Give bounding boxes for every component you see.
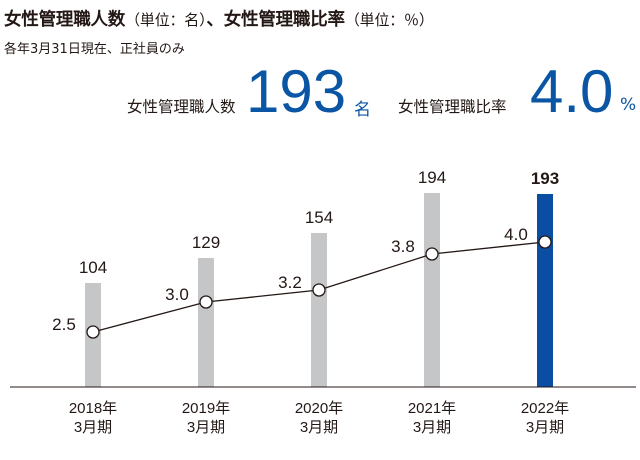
- ratio-point-0: [86, 325, 100, 339]
- subtitle: 各年3月31日現在、正社員のみ: [4, 42, 185, 57]
- kpi-count-label: 女性管理職人数: [127, 98, 236, 116]
- ratio-point-4: [538, 235, 552, 249]
- value-labels: 104 129 154 194 193 2.5 3.0 3.2 3.8 4.0: [52, 168, 559, 334]
- bar-label-2: 154: [305, 208, 333, 227]
- title-separator: 、: [206, 10, 224, 30]
- bar-label-1: 129: [192, 233, 220, 252]
- title-part-count: 女性管理職人数: [4, 10, 126, 30]
- kpi-ratio-unit: %: [620, 95, 637, 115]
- bar-label-4: 193: [531, 169, 559, 188]
- ratio-label-0: 2.5: [52, 315, 76, 334]
- bar-1: [198, 258, 214, 387]
- kpi-count-value: 193: [246, 58, 347, 125]
- x-label-2: 2020年 3月期: [295, 400, 343, 436]
- ratio-point-2: [312, 283, 326, 297]
- x-label-0: 2018年 3月期: [69, 400, 117, 436]
- x-label-1: 2019年 3月期: [182, 400, 230, 436]
- ratio-label-4: 4.0: [504, 225, 528, 244]
- bar-2: [311, 233, 327, 387]
- x-label-3: 2021年 3月期: [408, 400, 456, 436]
- kpi-ratio-value: 4.0: [530, 58, 614, 125]
- title-part-ratio: 女性管理職比率: [223, 10, 345, 30]
- page-title: 女性管理職人数（単位：名）、女性管理職比率（単位：％）: [4, 6, 434, 31]
- x-label-4: 2022年 3月期: [521, 400, 569, 436]
- bar-label-3: 194: [418, 168, 446, 187]
- kpi-count-unit: 名: [354, 100, 371, 120]
- line-series: [86, 235, 552, 339]
- kpi-ratio-label: 女性管理職比率: [398, 98, 507, 116]
- title-unit-ratio: （単位：％）: [344, 11, 434, 29]
- bar-3: [424, 193, 440, 387]
- ratio-label-3: 3.8: [391, 237, 415, 256]
- bar-label-0: 104: [79, 258, 107, 277]
- ratio-point-1: [199, 295, 213, 309]
- ratio-label-2: 3.2: [278, 273, 302, 292]
- ratio-point-3: [425, 247, 439, 261]
- bar-4: [537, 194, 553, 387]
- ratio-label-1: 3.0: [165, 285, 189, 304]
- x-axis-labels: 2018年 3月期 2019年 3月期 2020年 3月期 2021年 3月期 2022年 3月期: [69, 400, 569, 436]
- title-unit-count: （単位：名）: [125, 11, 207, 29]
